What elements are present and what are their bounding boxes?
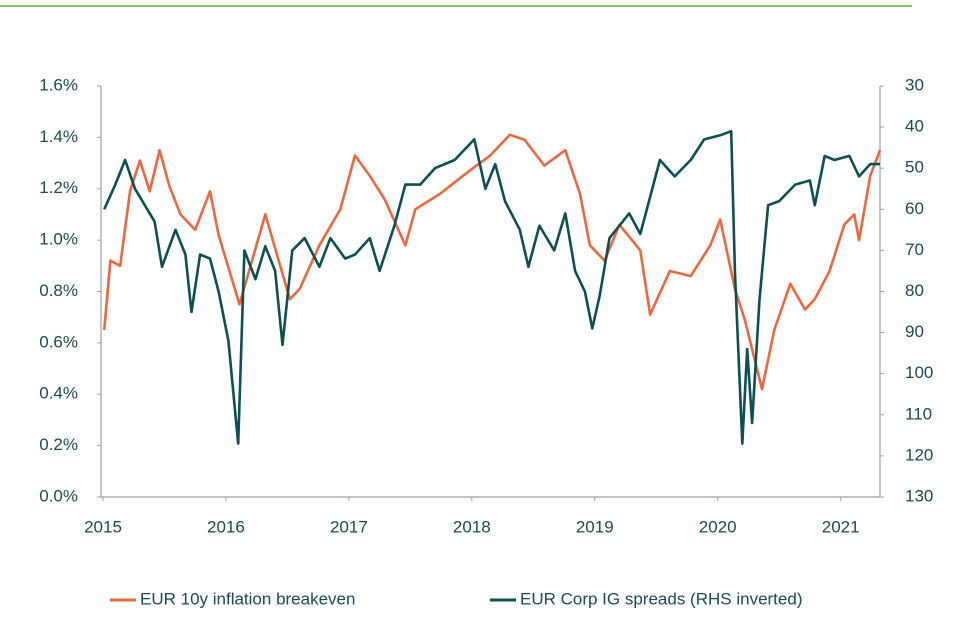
y-tick-label: 0.8%: [39, 281, 78, 300]
x-tick-label: 2015: [84, 517, 122, 536]
legend-label: EUR Corp IG spreads (RHS inverted): [520, 589, 802, 608]
y2-tick-label: 110: [905, 404, 932, 423]
y-tick-label: 0.0%: [39, 486, 78, 505]
series-line: [102, 133, 882, 391]
x-tick-label: 2021: [822, 517, 860, 536]
y2-tick-label: 60: [905, 199, 924, 218]
y2-tick-label: 120: [905, 445, 933, 464]
y2-tick-label: 100: [905, 363, 933, 382]
y2-tick-label: 90: [905, 322, 924, 341]
y2-tick-label: 50: [905, 158, 924, 177]
x-tick-label: 2016: [207, 517, 245, 536]
y2-tick-label: 40: [905, 117, 924, 136]
y2-tick-label: 130: [905, 486, 933, 505]
x-tick-label: 2017: [330, 517, 368, 536]
x-tick-label: 2018: [453, 517, 491, 536]
series-line: [103, 129, 880, 445]
x-tick-label: 2020: [699, 517, 737, 536]
y-tick-label: 0.2%: [39, 435, 78, 454]
y-tick-label: 0.6%: [39, 332, 78, 351]
y2-tick-label: 70: [905, 240, 924, 259]
y-tick-label: 1.6%: [39, 75, 78, 94]
legend-label: EUR 10y inflation breakeven: [140, 589, 355, 608]
x-tick-label: 2019: [576, 517, 614, 536]
y-tick-label: 1.4%: [39, 127, 78, 146]
y-tick-label: 0.4%: [39, 384, 78, 403]
y-tick-label: 1.2%: [39, 178, 78, 197]
y2-tick-label: 30: [905, 75, 924, 94]
y2-tick-label: 80: [905, 281, 924, 300]
y-tick-label: 1.0%: [39, 230, 78, 249]
